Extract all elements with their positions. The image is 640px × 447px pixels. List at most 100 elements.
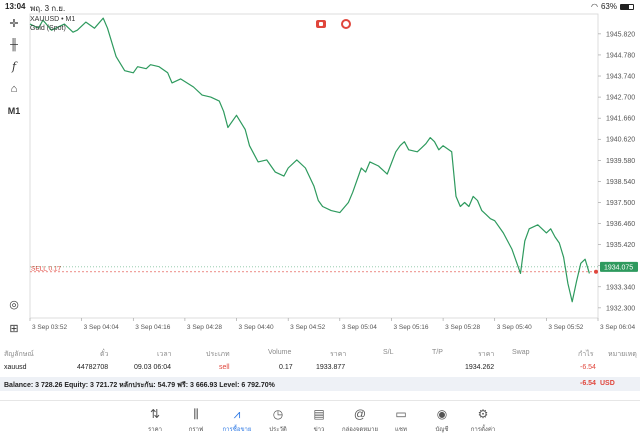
y-tick-label: 1933.340 — [606, 284, 635, 291]
balance-text: Balance: 3 728.26 Equity: 3 721.72 หลักป… — [4, 382, 275, 389]
y-tick-label: 1936.460 — [606, 221, 635, 228]
chart-type-icon[interactable]: ╫ — [10, 39, 18, 51]
y-tick-label: 1938.540 — [606, 179, 635, 186]
price-chart[interactable]: 1945.820 1944.780 1943.740 1942.700 1941.660… — [28, 12, 640, 344]
total-profit: -6.54 — [580, 380, 596, 387]
nav-mailbox[interactable]: @ กล่องจดหมาย — [339, 407, 381, 434]
nav-history[interactable]: ◷ ประวัติ — [257, 407, 299, 434]
chart-subtitle: Gold (Spot) — [30, 25, 66, 32]
nav-trade-label: การซื้อขาย — [222, 427, 252, 433]
nav-trade[interactable]: ⩘ การซื้อขาย — [216, 407, 258, 434]
nav-quotes-label: ราคา — [148, 427, 162, 433]
row-open-price: 1933.877 — [316, 364, 346, 371]
row-time: 09.03 06:04 — [134, 364, 171, 371]
y-tick-label: 1944.780 — [606, 52, 635, 59]
current-price-tag — [600, 261, 638, 272]
x-tick-label: 3 Sep 04:04 — [84, 324, 119, 331]
nav-chart[interactable]: ⫼ กราฟ — [175, 407, 217, 434]
bottom-nav: ⇅ ราคา ⫼ กราฟ ⩘ การซื้อขาย ◷ ประวัติ ▤ ข… — [0, 400, 640, 447]
plot-frame — [29, 13, 599, 319]
status-time: 13:04 — [5, 2, 26, 11]
sell-marker — [594, 269, 598, 274]
account-icon: ◉ — [436, 407, 448, 421]
col-symbol: สัญลักษณ์ — [4, 351, 34, 358]
chart-toolbar: ✛ ╫ f ⌂ M1 ◎ ⊞ — [0, 12, 28, 344]
nav-chat[interactable]: ▭ แชท — [380, 407, 422, 434]
chart-icon: ⫼ — [193, 407, 199, 421]
price-series-line — [29, 17, 590, 303]
x-tick-label: 3 Sep 04:52 — [290, 324, 325, 331]
row-volume: 0.17 — [279, 364, 293, 371]
x-tick-label: 3 Sep 05:52 — [548, 324, 583, 331]
nav-news-label: ข่าว — [313, 427, 325, 433]
one-click-trading-icon[interactable] — [316, 20, 326, 28]
nav-news[interactable]: ▤ ข่าว — [298, 407, 340, 434]
history-icon: ◷ — [272, 407, 284, 421]
nav-quotes[interactable]: ⇅ ราคา — [134, 407, 176, 434]
x-tick-label: 3 Sep 06:04 — [600, 324, 635, 331]
new-order-icon[interactable]: ⊞ — [9, 323, 19, 335]
col-price: ราคา — [478, 351, 495, 358]
x-tick-label: 3 Sep 03:52 — [32, 324, 67, 331]
x-tick-label: 3 Sep 04:28 — [187, 324, 222, 331]
x-tick-label: 3 Sep 04:16 — [135, 324, 170, 331]
col-volume: Volume — [268, 349, 292, 356]
battery-level-fill — [621, 4, 629, 9]
status-date: พฤ. 3 ก.ย. — [30, 4, 66, 13]
y-tick-label: 1940.620 — [606, 137, 635, 144]
col-time: เวลา — [157, 351, 172, 358]
nav-mailbox-label: กล่องจดหมาย — [341, 427, 379, 433]
balance-currency: USD — [600, 380, 615, 387]
sell-level-label: SELL 0.17 — [31, 265, 62, 272]
y-tick-label: 1939.580 — [606, 158, 635, 165]
col-open-price: ราคา — [330, 351, 347, 358]
y-tick-label: 1941.660 — [606, 116, 635, 123]
x-tick-label: 3 Sep 05:28 — [445, 324, 480, 331]
status-right: ◠ 63% — [591, 2, 634, 11]
y-tick-label: 1935.420 — [606, 242, 635, 249]
chat-icon: ▭ — [395, 407, 407, 421]
battery-percent: 63% — [600, 2, 617, 11]
nav-account[interactable]: ◉ บัญชี — [421, 407, 463, 434]
row-price: 1934.262 — [465, 364, 495, 371]
nav-settings-label: การตั้งค่า — [470, 427, 496, 433]
nav-chart-label: กราฟ — [188, 427, 204, 433]
row-type: sell — [219, 364, 230, 371]
current-price-label: 1934.075 — [604, 264, 633, 271]
timeframe-button[interactable]: M1 — [7, 106, 21, 116]
trade-table-header: สัญลักษณ์ ตั๋ว เวลา ประเภท Volume ราคา S… — [0, 346, 640, 360]
y-tick-label: 1937.500 — [606, 200, 635, 207]
col-ticket: ตั๋ว — [100, 351, 109, 358]
col-swap: Swap — [512, 349, 530, 356]
wifi-icon: ◠ — [591, 2, 598, 11]
balance-bar: Balance: 3 728.26 Equity: 3 721.72 หลักป… — [0, 377, 640, 391]
row-ticket: 44782708 — [77, 364, 109, 371]
col-sl: S/L — [383, 349, 394, 356]
table-row[interactable]: xauusd 44782708 09.03 06:04 sell 0.17 19… — [0, 361, 640, 375]
quotes-icon: ⇅ — [149, 407, 161, 421]
y-tick-label: 1945.820 — [606, 31, 635, 38]
nav-chat-label: แชท — [395, 427, 407, 433]
nav-history-label: ประวัติ — [269, 427, 287, 433]
y-tick-label: 1942.700 — [606, 95, 635, 102]
news-icon: ▤ — [313, 407, 325, 421]
crosshair-icon[interactable]: ✛ — [9, 18, 19, 30]
row-symbol: xauusd — [4, 364, 27, 371]
x-tick-label: 3 Sep 05:40 — [497, 324, 532, 331]
col-type: ประเภท — [206, 351, 230, 358]
chart-svg: 1945.820 1944.780 1943.740 1942.700 1941.660… — [29, 13, 638, 331]
battery-icon — [620, 3, 634, 10]
objects-icon[interactable]: ⌂ — [10, 83, 18, 95]
col-comment: หมายเหตุ — [608, 351, 637, 358]
settings-icon: ⚙ — [477, 407, 489, 421]
x-tick-label: 3 Sep 05:16 — [393, 324, 428, 331]
mailbox-icon: @ — [353, 407, 367, 421]
indicators-icon[interactable]: f — [11, 60, 17, 73]
nav-settings[interactable]: ⚙ การตั้งค่า — [462, 407, 504, 434]
indicator-toggle-icon[interactable] — [341, 19, 351, 29]
trade-icon: ⩘ — [233, 407, 241, 421]
zoom-icon[interactable]: ◎ — [9, 299, 19, 311]
y-tick-label: 1932.300 — [606, 305, 635, 312]
chart-symbol: XAUUSD • M1 — [30, 16, 76, 23]
col-tp: T/P — [432, 349, 443, 356]
